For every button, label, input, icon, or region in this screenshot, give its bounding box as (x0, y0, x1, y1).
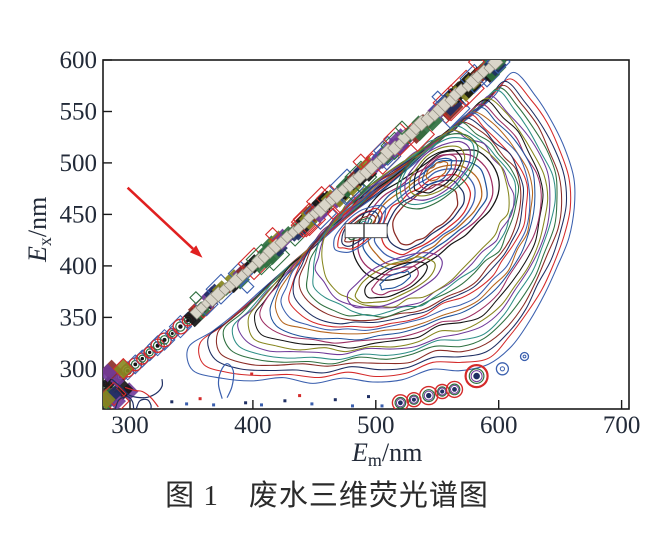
y-tick-label: 350 (60, 304, 98, 331)
contour-fragment (185, 402, 189, 406)
plot-frame (102, 59, 630, 410)
contour-fragment (170, 400, 174, 404)
annotation-arrow (126, 186, 203, 258)
y-tick-label: 600 (60, 47, 98, 74)
second-order-scatter-bead (464, 364, 489, 389)
figure-caption: 图 1 废水三维荧光谱图 (165, 480, 489, 512)
second-order-scatter-bead (519, 351, 530, 362)
envelope-ring (269, 106, 536, 341)
second-order-scatter-bead (391, 394, 410, 409)
x-tick-label: 500 (357, 412, 395, 439)
envelope-ring (274, 111, 534, 335)
peak-ring (346, 252, 443, 309)
contour-fragment (244, 401, 248, 405)
envelope-ring (352, 149, 500, 281)
contour-fragment (250, 372, 254, 376)
peak-ring (408, 145, 466, 197)
second-order-scatter-bead (445, 380, 464, 399)
peak-ring (425, 160, 449, 182)
x-tick-label: 600 (480, 412, 518, 439)
envelope-ring (357, 153, 494, 276)
contour-fragment (367, 395, 370, 399)
contour-fragment (310, 402, 314, 406)
peak-ring (422, 157, 453, 186)
peak-ring (413, 149, 463, 194)
y-tick-label: 550 (60, 99, 98, 126)
contour-fragment (212, 403, 216, 407)
envelope-ring (280, 112, 531, 331)
rayleigh-scatter-band (103, 60, 511, 409)
contour-fragment (124, 386, 159, 408)
second-order-scatter-bead (406, 392, 422, 408)
peak-ring (399, 136, 475, 206)
peak-ring (395, 133, 479, 210)
peak-ring (379, 270, 412, 291)
y-tick-label: 400 (60, 253, 98, 280)
y-axis-label: Ex/nm (23, 197, 55, 263)
peak-ring (418, 153, 458, 190)
second-order-scatter-bead (495, 362, 510, 376)
contour-fragment (260, 403, 263, 407)
contour-label-box (344, 223, 388, 239)
envelope-ring (314, 129, 515, 309)
y-tick-label: 500 (60, 150, 98, 177)
contour-fragment (333, 398, 337, 402)
contour-fragment (283, 399, 287, 403)
envelope-ring (373, 168, 476, 261)
contour-fragment (380, 404, 384, 408)
y-tick-label: 450 (60, 201, 98, 228)
contour-fragment (351, 404, 354, 408)
contour-fragment (298, 394, 302, 398)
contour-field (103, 60, 576, 409)
envelope-ring (237, 95, 551, 356)
envelope-ring (362, 159, 488, 271)
second-order-scatter-bead (434, 383, 450, 400)
peak-ring (371, 265, 419, 296)
contour-fragment (111, 378, 164, 399)
x-axis-label: Em/nm (351, 438, 422, 470)
second-order-scatter-bead (419, 385, 439, 406)
peak-ring (354, 256, 436, 304)
envelope-ring (198, 78, 572, 379)
peak-ring (404, 140, 471, 201)
x-tick-label: 700 (603, 412, 641, 439)
envelope-ring (186, 71, 576, 384)
envelope-ring (367, 164, 483, 266)
envelope-ring (292, 117, 525, 325)
x-tick-label: 300 (111, 412, 149, 439)
contour-fragment (217, 363, 235, 399)
envelope-ring (392, 183, 459, 246)
contour-fragment (114, 395, 135, 409)
x-tick-label: 400 (234, 412, 272, 439)
contour-fragment (135, 398, 152, 409)
y-tick-label: 300 (60, 356, 98, 383)
envelope-ring (215, 84, 563, 367)
envelope-ring (207, 80, 568, 374)
contour-fragment (198, 397, 202, 401)
peak-ring (364, 261, 428, 299)
